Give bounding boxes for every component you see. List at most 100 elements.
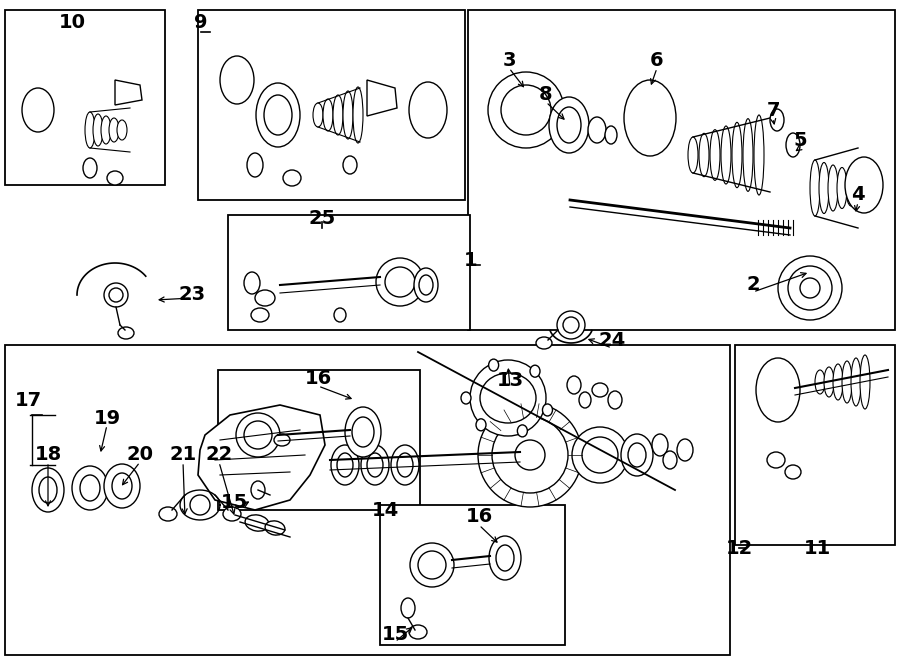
Ellipse shape [345, 407, 381, 457]
Text: 16: 16 [304, 368, 331, 387]
Text: 22: 22 [205, 446, 232, 465]
Ellipse shape [112, 473, 132, 499]
Ellipse shape [101, 116, 111, 144]
Circle shape [488, 72, 564, 148]
Ellipse shape [837, 167, 847, 208]
Bar [198, 10, 465, 200]
Text: 7: 7 [766, 100, 779, 120]
Polygon shape [198, 405, 325, 510]
Ellipse shape [628, 443, 646, 467]
Ellipse shape [721, 126, 731, 184]
Ellipse shape [367, 453, 383, 477]
Text: 9: 9 [194, 13, 208, 32]
Ellipse shape [93, 114, 103, 146]
Ellipse shape [331, 445, 359, 485]
Text: 6: 6 [650, 50, 664, 69]
Text: 10: 10 [58, 13, 86, 32]
Bar [380, 505, 565, 645]
Ellipse shape [710, 130, 720, 180]
Ellipse shape [489, 536, 521, 580]
Circle shape [376, 258, 424, 306]
Ellipse shape [846, 170, 856, 206]
Ellipse shape [549, 97, 589, 153]
Ellipse shape [401, 598, 415, 618]
Ellipse shape [159, 507, 177, 521]
Ellipse shape [688, 137, 698, 173]
Ellipse shape [743, 119, 753, 191]
Ellipse shape [480, 373, 536, 423]
Circle shape [582, 437, 618, 473]
Ellipse shape [677, 439, 693, 461]
Circle shape [492, 417, 568, 493]
Text: 18: 18 [34, 446, 61, 465]
Text: 11: 11 [804, 539, 831, 557]
Ellipse shape [343, 156, 357, 174]
Ellipse shape [732, 122, 742, 188]
Ellipse shape [770, 109, 784, 131]
Text: 8: 8 [539, 85, 553, 104]
Circle shape [410, 543, 454, 587]
Ellipse shape [245, 515, 269, 531]
Text: 2: 2 [746, 276, 760, 295]
Ellipse shape [699, 134, 709, 176]
Circle shape [778, 256, 842, 320]
Text: 16: 16 [465, 508, 492, 527]
Text: 23: 23 [178, 286, 205, 305]
Ellipse shape [518, 425, 527, 437]
Ellipse shape [391, 445, 419, 485]
Ellipse shape [621, 434, 653, 476]
Ellipse shape [334, 308, 346, 322]
Circle shape [572, 427, 628, 483]
Circle shape [244, 421, 272, 449]
Circle shape [385, 267, 415, 297]
Ellipse shape [810, 160, 820, 216]
Ellipse shape [845, 157, 883, 213]
Circle shape [470, 360, 546, 436]
Circle shape [563, 317, 579, 333]
Ellipse shape [352, 417, 374, 447]
Ellipse shape [851, 358, 861, 406]
Ellipse shape [833, 364, 843, 400]
Text: 5: 5 [793, 130, 806, 149]
Ellipse shape [414, 268, 438, 302]
Text: 14: 14 [372, 500, 399, 520]
Ellipse shape [754, 115, 764, 195]
Bar [735, 345, 895, 545]
Ellipse shape [255, 290, 275, 306]
Ellipse shape [333, 95, 343, 135]
Ellipse shape [588, 117, 606, 143]
Ellipse shape [819, 163, 829, 214]
Ellipse shape [496, 545, 514, 571]
Text: 19: 19 [94, 408, 121, 428]
Ellipse shape [592, 383, 608, 397]
Ellipse shape [104, 464, 140, 508]
Ellipse shape [83, 158, 97, 178]
Text: 15: 15 [220, 494, 248, 512]
Ellipse shape [323, 99, 333, 131]
Circle shape [478, 403, 582, 507]
Circle shape [788, 266, 832, 310]
Ellipse shape [353, 87, 363, 143]
Ellipse shape [663, 451, 677, 469]
Ellipse shape [244, 272, 260, 294]
Ellipse shape [409, 625, 427, 639]
Ellipse shape [567, 376, 581, 394]
Ellipse shape [652, 434, 668, 456]
Circle shape [109, 288, 123, 302]
Ellipse shape [39, 477, 57, 503]
Ellipse shape [815, 370, 825, 394]
Circle shape [418, 551, 446, 579]
Polygon shape [367, 80, 397, 116]
Ellipse shape [80, 475, 100, 501]
Ellipse shape [343, 91, 353, 139]
Ellipse shape [283, 170, 301, 186]
Ellipse shape [489, 359, 499, 371]
Text: 4: 4 [851, 186, 865, 204]
Ellipse shape [828, 165, 838, 211]
Bar [5, 10, 165, 185]
Ellipse shape [72, 466, 108, 510]
Ellipse shape [409, 82, 447, 138]
Ellipse shape [605, 126, 617, 144]
Ellipse shape [251, 308, 269, 322]
Ellipse shape [107, 171, 123, 185]
